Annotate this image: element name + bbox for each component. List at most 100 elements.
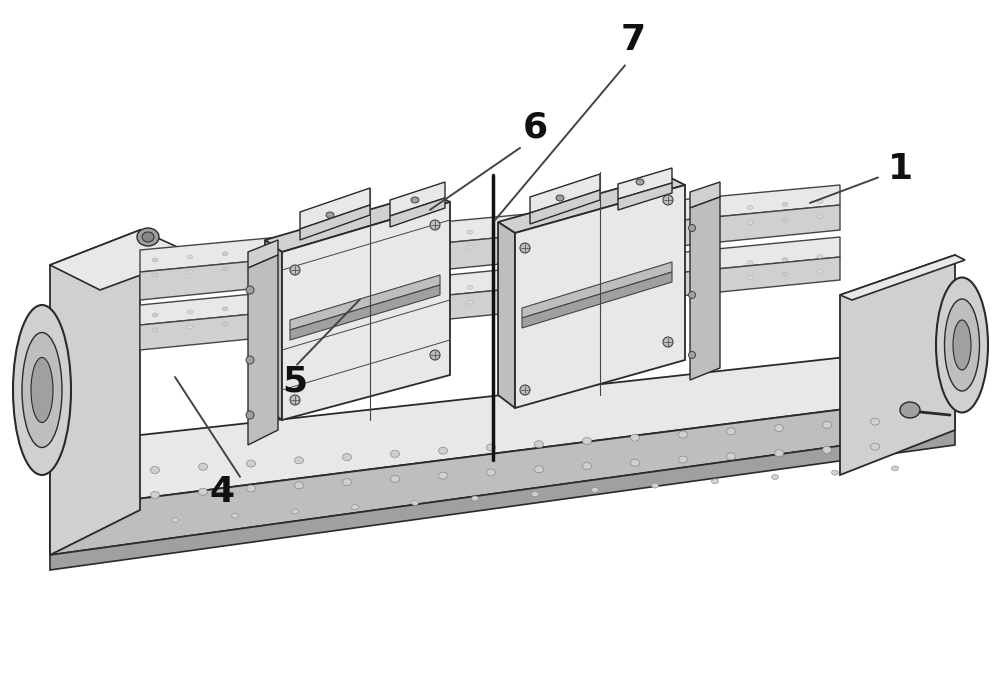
Ellipse shape (397, 292, 403, 295)
Ellipse shape (257, 319, 263, 323)
Ellipse shape (572, 291, 578, 295)
Ellipse shape (290, 395, 300, 405)
Ellipse shape (150, 491, 160, 499)
Polygon shape (522, 262, 672, 318)
Ellipse shape (430, 350, 440, 360)
Ellipse shape (362, 294, 368, 299)
Polygon shape (248, 240, 278, 268)
Ellipse shape (556, 195, 564, 201)
Ellipse shape (172, 517, 178, 522)
Ellipse shape (187, 255, 193, 259)
Polygon shape (265, 240, 282, 420)
Ellipse shape (678, 431, 688, 438)
Ellipse shape (642, 230, 648, 234)
Polygon shape (515, 185, 685, 408)
Ellipse shape (257, 249, 263, 252)
Polygon shape (618, 168, 672, 199)
Ellipse shape (294, 457, 304, 464)
Ellipse shape (246, 485, 256, 492)
Ellipse shape (607, 273, 613, 277)
Ellipse shape (678, 456, 688, 463)
Ellipse shape (642, 270, 648, 274)
Ellipse shape (817, 255, 823, 258)
Ellipse shape (222, 252, 228, 256)
Ellipse shape (327, 312, 333, 316)
Ellipse shape (537, 224, 543, 228)
Ellipse shape (198, 488, 208, 495)
Ellipse shape (631, 460, 640, 466)
Ellipse shape (292, 261, 298, 265)
Ellipse shape (520, 243, 530, 253)
Ellipse shape (652, 483, 658, 488)
Ellipse shape (246, 356, 254, 364)
Ellipse shape (747, 220, 753, 224)
Polygon shape (248, 255, 278, 445)
Ellipse shape (502, 242, 508, 246)
Polygon shape (50, 230, 195, 290)
Ellipse shape (246, 411, 254, 419)
Ellipse shape (712, 479, 718, 484)
Ellipse shape (412, 500, 418, 505)
Polygon shape (618, 183, 672, 210)
Ellipse shape (726, 428, 736, 435)
Ellipse shape (232, 513, 239, 518)
Ellipse shape (290, 265, 300, 275)
Ellipse shape (411, 197, 419, 203)
Ellipse shape (688, 352, 696, 358)
Polygon shape (498, 175, 685, 233)
Ellipse shape (342, 479, 352, 486)
Ellipse shape (520, 385, 530, 395)
Text: 6: 6 (522, 110, 548, 144)
Ellipse shape (747, 275, 753, 279)
Text: 4: 4 (209, 475, 235, 509)
Ellipse shape (537, 294, 543, 298)
Ellipse shape (467, 230, 473, 234)
Ellipse shape (397, 306, 403, 310)
Ellipse shape (712, 279, 718, 283)
Polygon shape (840, 255, 955, 475)
Polygon shape (690, 197, 720, 380)
Ellipse shape (292, 246, 298, 250)
Ellipse shape (467, 300, 473, 304)
Ellipse shape (712, 224, 718, 228)
Polygon shape (840, 255, 965, 300)
Text: 5: 5 (282, 365, 308, 399)
Ellipse shape (636, 179, 644, 185)
Ellipse shape (822, 447, 832, 453)
Ellipse shape (390, 451, 400, 458)
Polygon shape (300, 188, 370, 229)
Ellipse shape (607, 218, 613, 222)
Ellipse shape (502, 282, 508, 286)
Polygon shape (282, 202, 450, 420)
Ellipse shape (327, 257, 333, 261)
Ellipse shape (397, 251, 403, 255)
Polygon shape (290, 285, 440, 340)
Ellipse shape (486, 444, 496, 451)
Ellipse shape (870, 418, 880, 425)
Ellipse shape (22, 332, 62, 447)
Ellipse shape (677, 226, 683, 230)
Ellipse shape (432, 303, 438, 308)
Ellipse shape (832, 470, 838, 475)
Ellipse shape (663, 337, 673, 347)
Ellipse shape (137, 228, 159, 246)
Ellipse shape (432, 288, 438, 292)
Ellipse shape (677, 212, 683, 215)
Ellipse shape (782, 202, 788, 206)
Ellipse shape (534, 466, 544, 473)
Ellipse shape (362, 239, 368, 244)
Ellipse shape (642, 285, 648, 289)
Polygon shape (140, 185, 840, 272)
Ellipse shape (327, 243, 333, 246)
Ellipse shape (467, 286, 473, 289)
Ellipse shape (870, 443, 880, 450)
Ellipse shape (152, 328, 158, 332)
Ellipse shape (726, 453, 736, 460)
Ellipse shape (222, 307, 228, 311)
Ellipse shape (572, 221, 578, 225)
Ellipse shape (432, 248, 438, 252)
Ellipse shape (257, 303, 263, 308)
Ellipse shape (342, 453, 352, 460)
Ellipse shape (712, 208, 718, 213)
Polygon shape (390, 182, 445, 216)
